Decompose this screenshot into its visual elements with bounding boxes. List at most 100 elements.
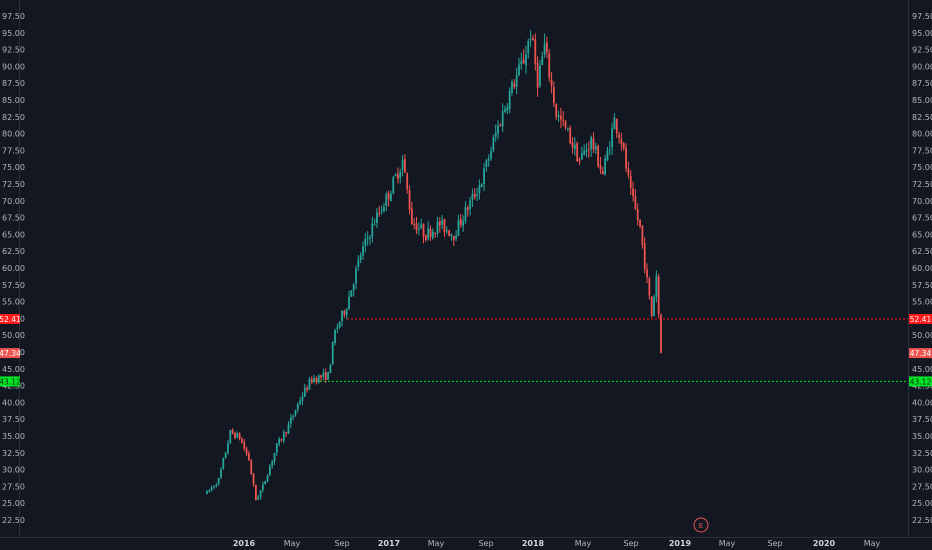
- candle-body: [476, 194, 478, 196]
- candle-body: [268, 466, 271, 476]
- candle-body: [608, 148, 611, 150]
- candle-body: [273, 452, 276, 462]
- earnings-icon[interactable]: [693, 517, 709, 533]
- x-tick-label: 2019: [669, 539, 692, 548]
- candle-body: [364, 238, 367, 246]
- x-tick-label: May: [575, 539, 592, 548]
- candle-body: [585, 149, 588, 152]
- x-tick-label: May: [428, 539, 445, 548]
- resistance-price-tag: [909, 314, 932, 325]
- y-tick-right: 85.00: [912, 96, 932, 105]
- y-tick-left: 65.00: [2, 230, 25, 239]
- y-tick-right: 77.50: [912, 146, 932, 155]
- candle-body: [580, 153, 583, 160]
- y-axis-left[interactable]: 97.50 95.00 92.50 90.00 87.50 85.00 82.50 80.00…: [2, 0, 25, 537]
- candle-body: [511, 81, 513, 93]
- x-axis[interactable]: 2016 May Sep 2017 May Sep 2018 May Sep 2019 May Sep…: [0, 537, 932, 549]
- y-tick-left: 80.00: [2, 130, 25, 139]
- y-tick-left: 57.50: [2, 281, 25, 290]
- y-tick-left: 22.50: [2, 516, 25, 525]
- resistance-price-label: 52.41: [0, 315, 21, 324]
- candle-body: [408, 189, 411, 210]
- candle-body: [643, 243, 646, 270]
- candle-body: [413, 223, 416, 225]
- candle-body: [222, 458, 225, 469]
- y-tick-right: 27.50: [912, 482, 932, 491]
- y-axis-right[interactable]: 97.50 95.00 92.50 90.00 87.50 85.00 82.50 80.00…: [908, 0, 932, 537]
- candle-body: [629, 175, 632, 188]
- candle-body: [457, 220, 460, 237]
- candle-body: [352, 284, 355, 291]
- candle-body: [606, 150, 609, 161]
- y-tick-left: 32.50: [2, 449, 25, 458]
- y-tick-left: 45.00: [2, 365, 25, 374]
- earnings-label: E: [699, 522, 703, 530]
- candle-body: [504, 109, 506, 112]
- y-tick-right: 60.00: [912, 264, 932, 273]
- candle-body: [541, 56, 544, 65]
- y-tick-left: 90.00: [2, 62, 25, 71]
- candle-body: [604, 158, 607, 175]
- candle-body: [334, 330, 336, 343]
- candle-body: [597, 145, 600, 167]
- candle-body: [215, 484, 218, 487]
- earnings-marker[interactable]: E: [693, 517, 709, 533]
- candle-body: [578, 159, 581, 161]
- candle-body: [238, 433, 241, 439]
- candle-body: [420, 224, 423, 228]
- candle-body: [275, 443, 278, 453]
- candle-body: [285, 432, 288, 434]
- y-tick-right: 35.00: [912, 432, 932, 441]
- candle-body: [406, 173, 409, 190]
- x-tick-label: May: [284, 539, 301, 548]
- candle-body: [653, 296, 655, 317]
- candle-body: [397, 173, 399, 179]
- candle-body: [266, 475, 269, 482]
- y-tick-right: 97.50: [912, 12, 932, 21]
- y-tick-left: 30.00: [2, 466, 25, 475]
- y-tick-right: 32.50: [912, 449, 932, 458]
- candle-body: [480, 184, 483, 188]
- candle-body: [571, 142, 574, 148]
- candle-body: [529, 38, 532, 40]
- candle-body: [459, 218, 462, 225]
- candle-body: [657, 276, 660, 315]
- candle-body: [336, 327, 339, 329]
- y-tick-left: 27.50: [2, 482, 25, 491]
- candle-body: [369, 237, 371, 239]
- candle-body: [592, 138, 595, 150]
- y-tick-right: 70.00: [912, 197, 932, 206]
- y-tick-left: 72.50: [2, 180, 25, 189]
- candle-body: [383, 207, 385, 211]
- candle-body: [550, 79, 553, 86]
- x-tick-label: Sep: [334, 539, 349, 548]
- y-tick-left: 85.00: [2, 96, 25, 105]
- candle-body: [206, 490, 208, 494]
- y-tick-left: 40.00: [2, 398, 25, 407]
- x-tick-label: 2018: [522, 539, 545, 548]
- candle-body: [294, 410, 297, 416]
- y-tick-left: 62.50: [2, 247, 25, 256]
- y-tick-right: 87.50: [912, 79, 932, 88]
- candle-body: [387, 192, 390, 200]
- y-tick-left: 87.50: [2, 79, 25, 88]
- candle-body: [434, 233, 437, 235]
- candle-body: [264, 480, 267, 484]
- candle-body: [313, 378, 315, 382]
- candle-body: [494, 132, 497, 137]
- candle-body: [422, 224, 425, 237]
- candle-body: [601, 170, 604, 175]
- y-tick-right: 40.00: [912, 398, 932, 407]
- y-tick-left: 97.50: [2, 12, 25, 21]
- y-tick-left: 25.00: [2, 499, 25, 508]
- y-tick-right: 95.00: [912, 29, 932, 38]
- y-tick-left: 37.50: [2, 415, 25, 424]
- candle-body: [436, 222, 439, 234]
- candle-body: [403, 159, 406, 173]
- candle-body: [469, 200, 471, 209]
- support-price-label: 43.12: [0, 377, 21, 386]
- candle-body: [210, 487, 213, 490]
- candle-body: [492, 137, 495, 151]
- candle-body: [506, 107, 509, 111]
